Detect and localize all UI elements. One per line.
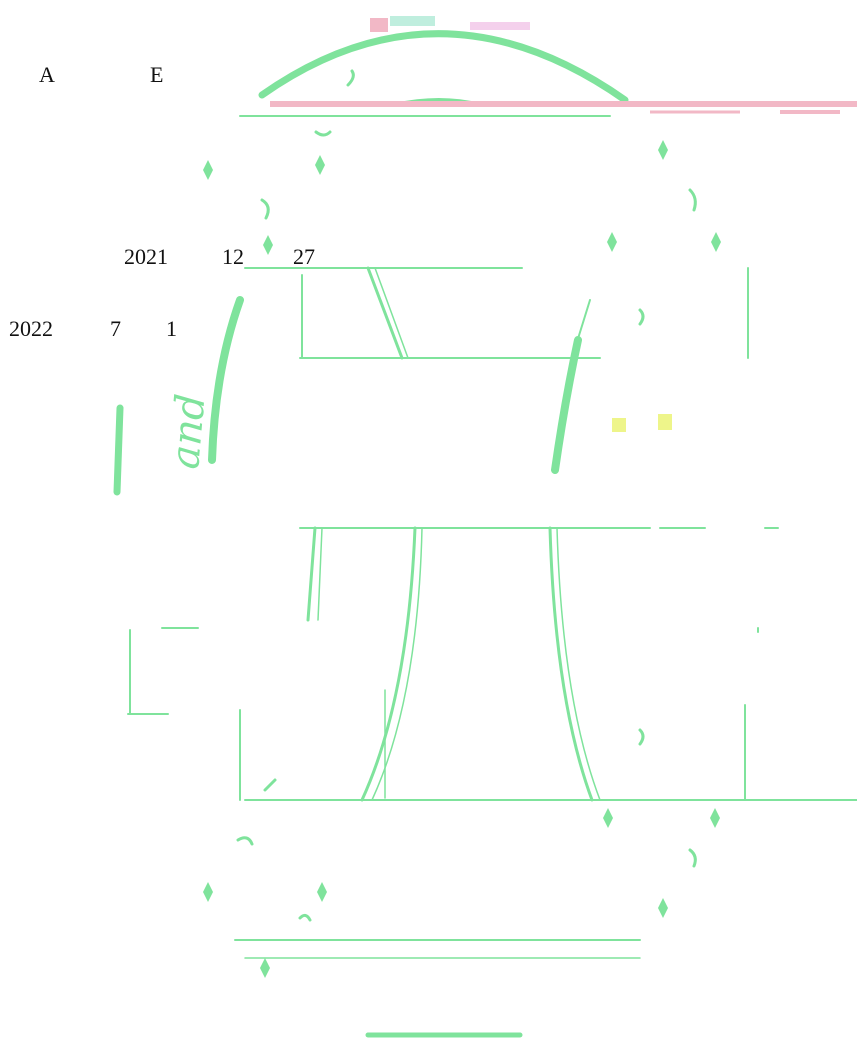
seal-right-curve [551, 336, 582, 474]
letter-e: E [150, 62, 164, 87]
seal-left-curve [208, 296, 244, 464]
end-month: 7 [110, 316, 121, 341]
seal-top-arc [258, 30, 629, 104]
letter-a: A [39, 62, 55, 87]
end-year: 2022 [9, 316, 53, 341]
seal-text-fragment: and [162, 392, 214, 471]
seal-left-bar [113, 404, 124, 496]
end-day: 1 [166, 316, 177, 341]
start-year: 2021 [124, 244, 168, 269]
start-day: 27 [293, 244, 315, 269]
start-month: 12 [222, 244, 244, 269]
